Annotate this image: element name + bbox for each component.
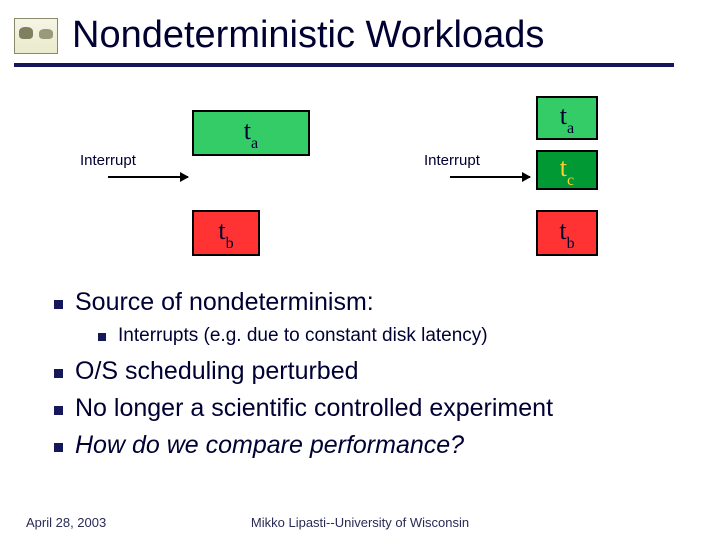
t-sub: b xyxy=(567,235,575,252)
bullet-icon xyxy=(54,300,63,309)
footer: April 28, 2003 Mikko Lipasti--University… xyxy=(0,515,720,530)
label-tc-right: tc xyxy=(560,153,574,187)
bullet-2: O/S scheduling perturbed xyxy=(54,357,684,386)
title-divider xyxy=(14,63,674,67)
box-right-tc: tc xyxy=(536,150,598,190)
t-base: t xyxy=(218,216,225,245)
bullet-1a-text: Interrupts (e.g. due to constant disk la… xyxy=(118,325,488,347)
bullet-3: No longer a scientific controlled experi… xyxy=(54,394,684,423)
t-sub: a xyxy=(251,135,258,152)
bullet-1: Source of nondeterminism: xyxy=(54,288,684,317)
interrupt-label-left: Interrupt xyxy=(80,152,136,169)
bullet-2-text: O/S scheduling perturbed xyxy=(75,357,359,386)
t-sub: c xyxy=(567,172,574,189)
box-left-ta: ta xyxy=(192,110,310,156)
interrupt-arrow-right xyxy=(450,176,530,178)
bullet-icon xyxy=(54,443,63,452)
box-left-tb: tb xyxy=(192,210,260,256)
footer-date: April 28, 2003 xyxy=(26,515,106,530)
box-right-ta: ta xyxy=(536,96,598,140)
bullet-4-text: How do we compare performance? xyxy=(75,431,464,460)
t-base: t xyxy=(244,116,251,145)
logo-icon xyxy=(14,18,58,54)
bullet-1-text: Source of nondeterminism: xyxy=(75,288,374,317)
label-ta-right: ta xyxy=(560,101,574,135)
t-sub: a xyxy=(567,120,574,137)
diagram: ta tb Interrupt ta tc tb Interrupt xyxy=(0,90,720,280)
footer-attribution: Mikko Lipasti--University of Wisconsin xyxy=(0,515,720,530)
slide: Nondeterministic Workloads ta tb Interru… xyxy=(0,0,720,540)
interrupt-label-right: Interrupt xyxy=(424,152,480,169)
interrupt-arrow-left xyxy=(108,176,188,178)
bullet-icon xyxy=(54,369,63,378)
t-sub: b xyxy=(226,235,234,252)
slide-title: Nondeterministic Workloads xyxy=(72,14,544,57)
bullet-1a: Interrupts (e.g. due to constant disk la… xyxy=(98,325,684,347)
bullet-icon xyxy=(98,333,106,341)
label-ta-left: ta xyxy=(244,116,258,150)
label-tb-right: tb xyxy=(559,216,574,250)
bullet-3-text: No longer a scientific controlled experi… xyxy=(75,394,553,423)
t-base: t xyxy=(560,101,567,130)
bullet-list: Source of nondeterminism: Interrupts (e.… xyxy=(54,288,684,468)
title-row: Nondeterministic Workloads xyxy=(0,0,720,57)
bullet-4: How do we compare performance? xyxy=(54,431,684,460)
t-base: t xyxy=(560,153,567,182)
bullet-icon xyxy=(54,406,63,415)
t-base: t xyxy=(559,216,566,245)
label-tb-left: tb xyxy=(218,216,233,250)
box-right-tb: tb xyxy=(536,210,598,256)
